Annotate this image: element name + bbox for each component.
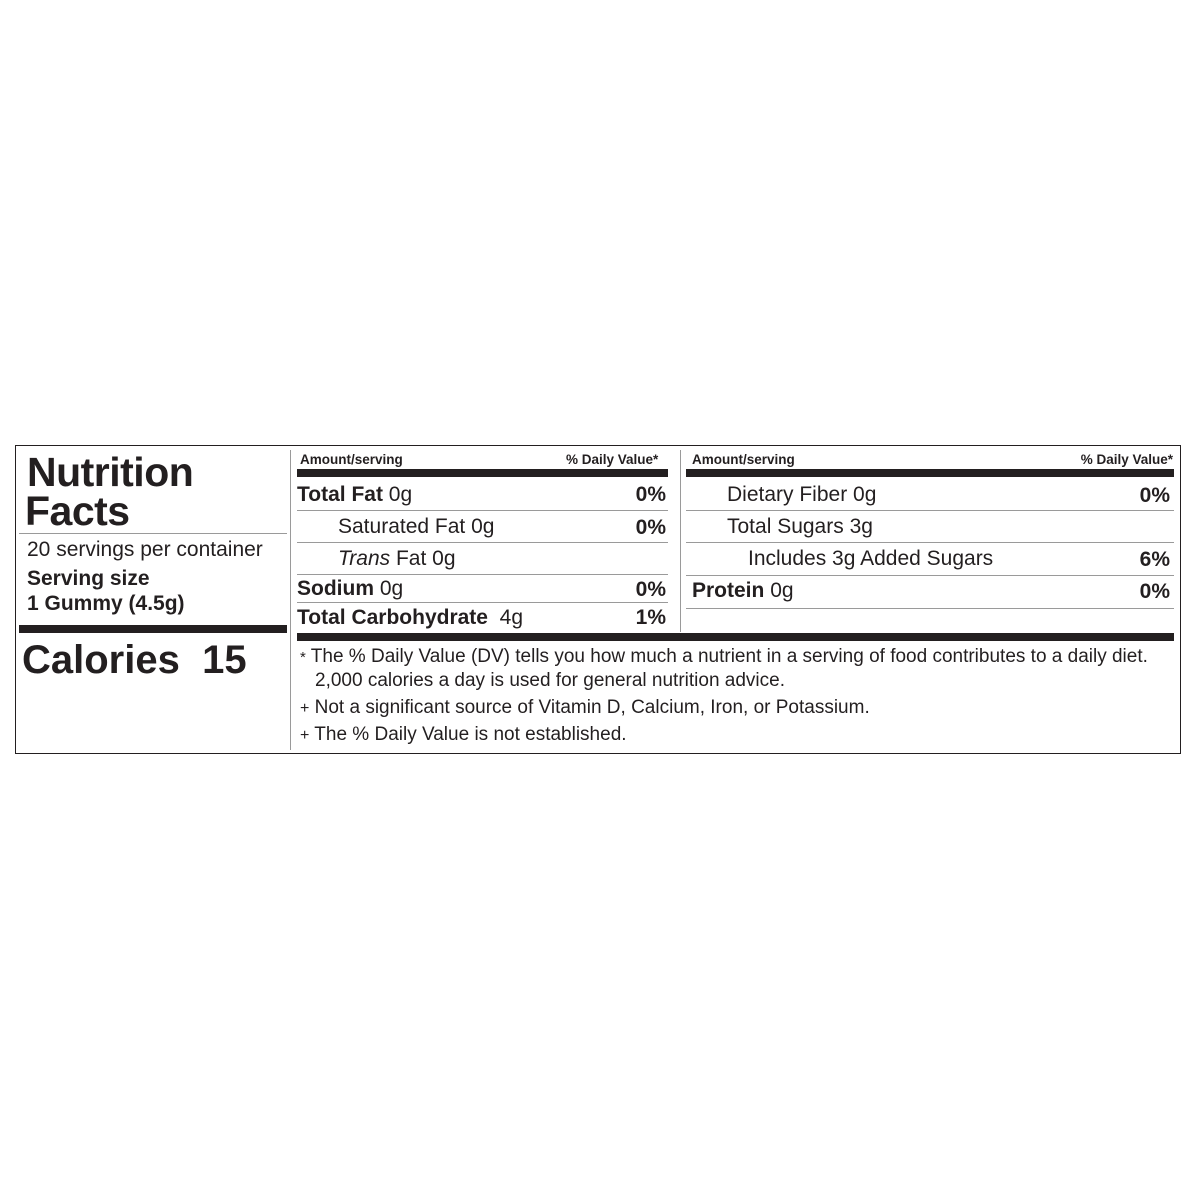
nutrient-trans-fat: Trans Fat 0g <box>338 547 456 570</box>
thick-divider <box>297 469 668 477</box>
nutrient-total-carbohydrate: Total Carbohydrate 4g <box>297 606 523 629</box>
servings-per-container: 20 servings per container <box>27 538 263 561</box>
divider <box>297 510 668 511</box>
nutrient-added-sugars: Includes 3g Added Sugars <box>748 547 994 570</box>
dv-protein: 0% <box>1139 580 1170 603</box>
nutrient-dietary-fiber: Dietary Fiber 0g <box>727 483 877 506</box>
nutrient-saturated-fat: Saturated Fat 0g <box>338 515 495 538</box>
thick-divider <box>19 625 287 633</box>
divider <box>686 608 1174 609</box>
footnote-dv-line2: 2,000 calories a day is used for general… <box>315 670 785 691</box>
footnote-dv: * The % Daily Value (DV) tells you how m… <box>300 646 1148 667</box>
divider <box>19 533 287 534</box>
nutrient-total-fat: Total Fat 0g <box>297 483 413 506</box>
column-divider <box>680 450 681 632</box>
divider <box>297 602 668 603</box>
calories-label: Calories <box>22 638 180 682</box>
dv-header: % Daily Value* <box>566 452 659 467</box>
footnote-not-established: + The % Daily Value is not established. <box>300 724 627 745</box>
dv-saturated-fat: 0% <box>635 516 666 539</box>
calories-value: 15 <box>202 638 247 682</box>
nutrient-sodium: Sodium 0g <box>297 577 404 600</box>
column-divider <box>290 450 291 750</box>
amount-header: Amount/serving <box>692 452 795 467</box>
dv-added-sugars: 6% <box>1139 548 1170 571</box>
calories: Calories 15 <box>22 638 247 683</box>
serving-size-label: Serving size <box>27 567 150 590</box>
divider <box>297 574 668 575</box>
nutrient-total-sugars: Total Sugars 3g <box>727 515 873 538</box>
dv-sodium: 0% <box>635 578 666 601</box>
divider <box>686 542 1174 543</box>
dv-header: % Daily Value* <box>1080 452 1173 467</box>
thick-divider <box>297 633 1174 641</box>
footnote-not-significant: + Not a significant source of Vitamin D,… <box>300 697 870 718</box>
thick-divider <box>686 469 1174 477</box>
title-line2: Facts <box>25 488 130 534</box>
divider <box>686 510 1174 511</box>
dv-dietary-fiber: 0% <box>1139 484 1170 507</box>
nutrition-facts-label <box>15 445 1181 754</box>
title-line1: Nutrition <box>27 449 194 495</box>
amount-header: Amount/serving <box>300 452 403 467</box>
divider <box>686 575 1174 576</box>
divider <box>297 542 668 543</box>
serving-size-value: 1 Gummy (4.5g) <box>27 592 185 615</box>
nutrient-protein: Protein 0g <box>692 579 794 602</box>
dv-total-fat: 0% <box>635 483 666 506</box>
dv-total-carbohydrate: 1% <box>635 606 666 629</box>
